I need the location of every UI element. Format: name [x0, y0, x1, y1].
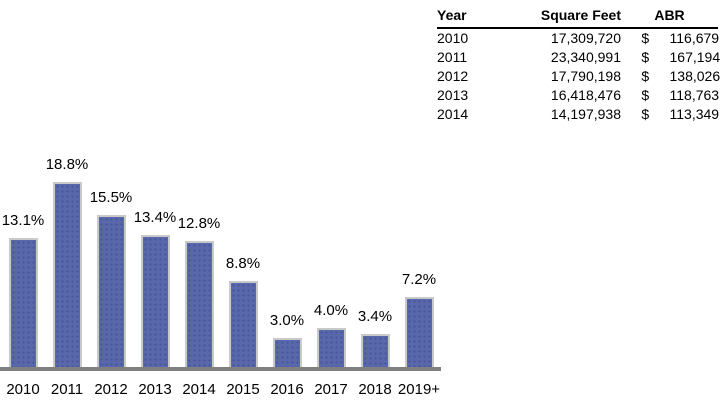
- abr-summary-table: Year Square Feet ABR 2010 17,309,720 $116,…: [437, 6, 720, 124]
- bar-2017: [316, 328, 346, 368]
- abr-cell: 113,349: [669, 106, 720, 122]
- table-row: 2014 14,197,938 $113,349: [437, 105, 720, 124]
- table-row: 2012 17,790,198 $138,026: [437, 67, 720, 86]
- year-cell: 2010: [437, 30, 469, 46]
- x-axis-label-2011: 2011: [50, 381, 84, 398]
- bar-2016: [272, 338, 302, 368]
- data-label: 18.8%: [45, 155, 89, 173]
- table-header-year: Year: [437, 6, 501, 29]
- bar-column-2011: 18.8%: [45, 156, 89, 368]
- table-row: 2011 23,340,991 $167,194: [437, 48, 720, 67]
- data-label: 13.1%: [1, 212, 45, 230]
- bar-2013: [140, 235, 170, 368]
- bar-series: 13.1% 18.8% 15.5% 13.4% 12.8% 8.8% 3.0% 4.0% 3.4…: [1, 0, 441, 368]
- x-axis-label-2014: 2014: [182, 381, 216, 398]
- table-header-square-feet: Square Feet: [501, 6, 621, 29]
- bar-column-2017: 4.0%: [309, 302, 353, 368]
- x-axis-label-2015: 2015: [226, 381, 260, 398]
- data-label: 13.4%: [133, 209, 177, 227]
- x-axis-label-2019+: 2019+: [397, 381, 441, 398]
- year-cell: 2014: [437, 106, 469, 122]
- abr-cell: 116,679: [669, 30, 720, 46]
- bar-column-2014: 12.8%: [177, 215, 221, 368]
- bar-2019+: [404, 296, 434, 368]
- data-label: 15.5%: [89, 188, 133, 206]
- data-label: 3.4%: [357, 308, 393, 326]
- bar-column-2013: 13.4%: [133, 209, 177, 368]
- abr-cell: 167,194: [669, 49, 720, 65]
- year-cell: 2013: [437, 87, 469, 103]
- currency-cell: $: [641, 49, 650, 65]
- currency-cell: $: [641, 87, 650, 103]
- bar-2014: [184, 241, 214, 368]
- x-axis-label-2013: 2013: [138, 381, 172, 398]
- x-axis-label-2018: 2018: [358, 381, 392, 398]
- bar-2015: [228, 280, 258, 368]
- bar-2012: [96, 214, 126, 368]
- square-feet-cell: 14,197,938: [550, 106, 621, 122]
- table-header-row: Year Square Feet ABR: [437, 6, 718, 29]
- bar-column-2018: 3.4%: [353, 308, 397, 368]
- square-feet-cell: 17,790,198: [550, 68, 621, 84]
- bar-column-2019+: 7.2%: [397, 271, 441, 368]
- table-row: 2010 17,309,720 $116,679: [437, 28, 720, 48]
- bar-column-2012: 15.5%: [89, 189, 133, 368]
- data-label: 7.2%: [401, 270, 437, 288]
- x-axis-label-2016: 2016: [270, 381, 304, 398]
- square-feet-cell: 23,340,991: [550, 49, 621, 65]
- year-cell: 2011: [437, 49, 468, 65]
- data-label: 3.0%: [269, 312, 305, 330]
- data-label: 4.0%: [313, 302, 349, 320]
- abr-cell: 118,763: [669, 87, 720, 103]
- square-feet-cell: 17,309,720: [550, 30, 621, 46]
- currency-cell: $: [641, 106, 650, 122]
- x-axis-label-2012: 2012: [94, 381, 128, 398]
- data-label: 12.8%: [177, 215, 221, 233]
- bar-column-2015: 8.8%: [221, 255, 265, 368]
- x-axis-labels: 2010 2011 2012 2013 2014 2015 2016 2017 2018 2019…: [1, 381, 441, 398]
- bar-2010: [8, 238, 38, 368]
- abr-cell: 138,026: [669, 68, 720, 84]
- table-row: 2013 16,418,476 $118,763: [437, 86, 720, 105]
- square-feet-cell: 16,418,476: [550, 87, 621, 103]
- currency-cell: $: [641, 68, 650, 84]
- expiration-bar-chart: 13.1% 18.8% 15.5% 13.4% 12.8% 8.8% 3.0% 4.0% 3.4…: [0, 0, 441, 398]
- bar-column-2016: 3.0%: [265, 312, 309, 368]
- data-label: 8.8%: [225, 254, 261, 272]
- x-axis-label-2017: 2017: [314, 381, 348, 398]
- x-axis-label-2010: 2010: [6, 381, 40, 398]
- bar-2011: [52, 181, 82, 368]
- bar-column-2010: 13.1%: [1, 212, 45, 368]
- year-cell: 2012: [437, 68, 469, 84]
- x-axis-line: [0, 367, 441, 371]
- bar-2018: [360, 334, 390, 368]
- table-header-abr: ABR: [621, 6, 718, 29]
- currency-cell: $: [641, 30, 650, 46]
